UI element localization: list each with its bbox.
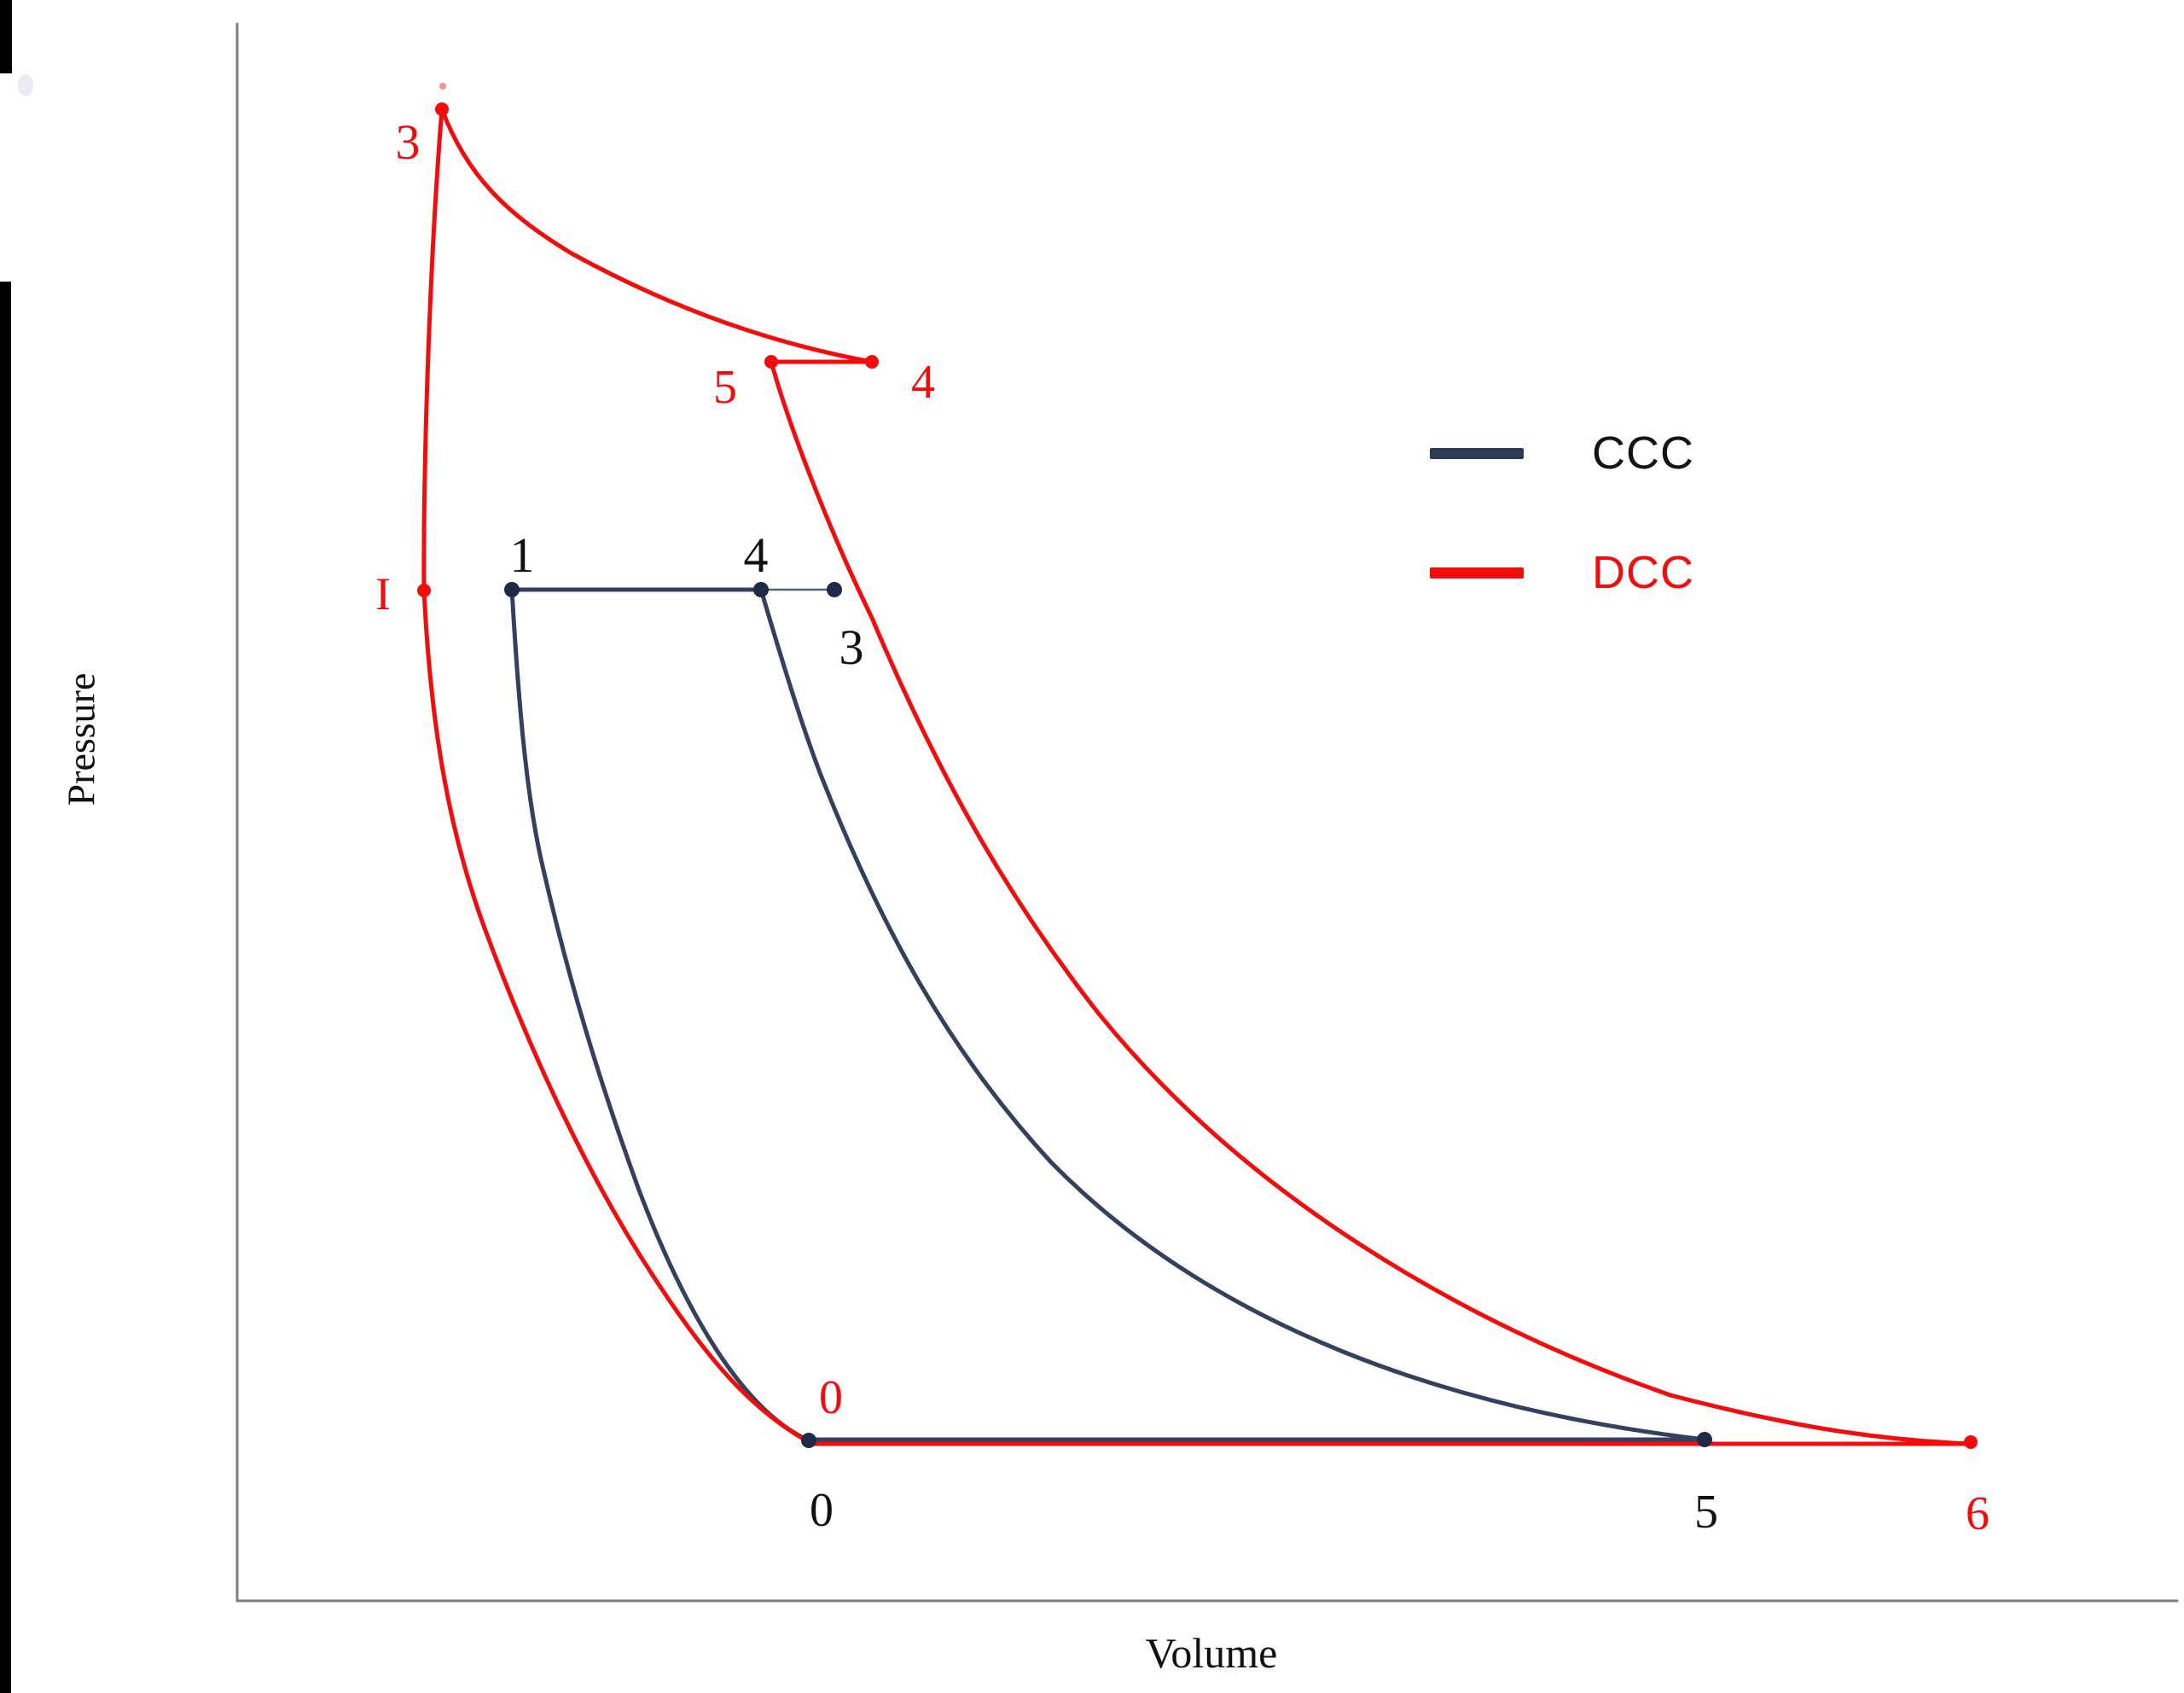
ccc-label-1: 1: [510, 527, 535, 583]
dcc-label-3: 3: [396, 114, 421, 170]
ccc-compression-1-0: [509, 587, 811, 1443]
dcc-point-artifact: [439, 83, 446, 90]
ccc-point-0: [801, 1433, 816, 1448]
scan-edge-bar-top: [0, 0, 12, 73]
ccc-label-5: 5: [1694, 1486, 1718, 1539]
ccc-line-swatch: [1430, 447, 1524, 459]
dcc-point-4: [865, 355, 879, 369]
scan-edge-bar-bottom: [0, 282, 11, 1693]
dcc-label-6: 6: [1966, 1487, 1989, 1540]
legend: CCC DCC: [1430, 423, 1694, 662]
dcc-label-4: 4: [911, 356, 935, 409]
ccc-point-3: [827, 582, 842, 597]
dcc-point-5: [764, 355, 778, 369]
dcc-compression-i-0: [421, 588, 811, 1445]
dcc-point-6: [1964, 1435, 1978, 1449]
dcc-expansion-3-4: [439, 107, 874, 364]
dcc-expansion-5-6: [769, 359, 1973, 1446]
dcc-point-i: [417, 584, 431, 597]
legend-label-dcc: DCC: [1592, 547, 1694, 598]
dcc-label-0: 0: [819, 1371, 843, 1424]
ccc-point-1: [504, 582, 520, 597]
ccc-label-0: 0: [810, 1484, 834, 1537]
y-axis-title: Pressure: [59, 672, 103, 806]
ccc-label-3: 3: [839, 620, 864, 675]
dcc-rise-i-3: [421, 107, 444, 593]
scan-smudge: [18, 74, 33, 96]
legend-row-ccc: CCC: [1430, 423, 1694, 483]
ccc-point-5: [1697, 1432, 1712, 1447]
x-axis-title: Volume: [1145, 1629, 1278, 1677]
legend-label-ccc: CCC: [1592, 428, 1694, 479]
dcc-label-i: I: [375, 568, 391, 620]
ccc-label-4: 4: [744, 527, 769, 583]
dcc-point-3: [435, 102, 449, 116]
dcc-label-5: 5: [713, 361, 737, 414]
ccc-point-4: [753, 582, 769, 597]
legend-row-dcc: DCC: [1430, 543, 1694, 602]
ccc-expansion-4-5: [758, 587, 1707, 1442]
dcc-line-swatch: [1430, 567, 1524, 579]
